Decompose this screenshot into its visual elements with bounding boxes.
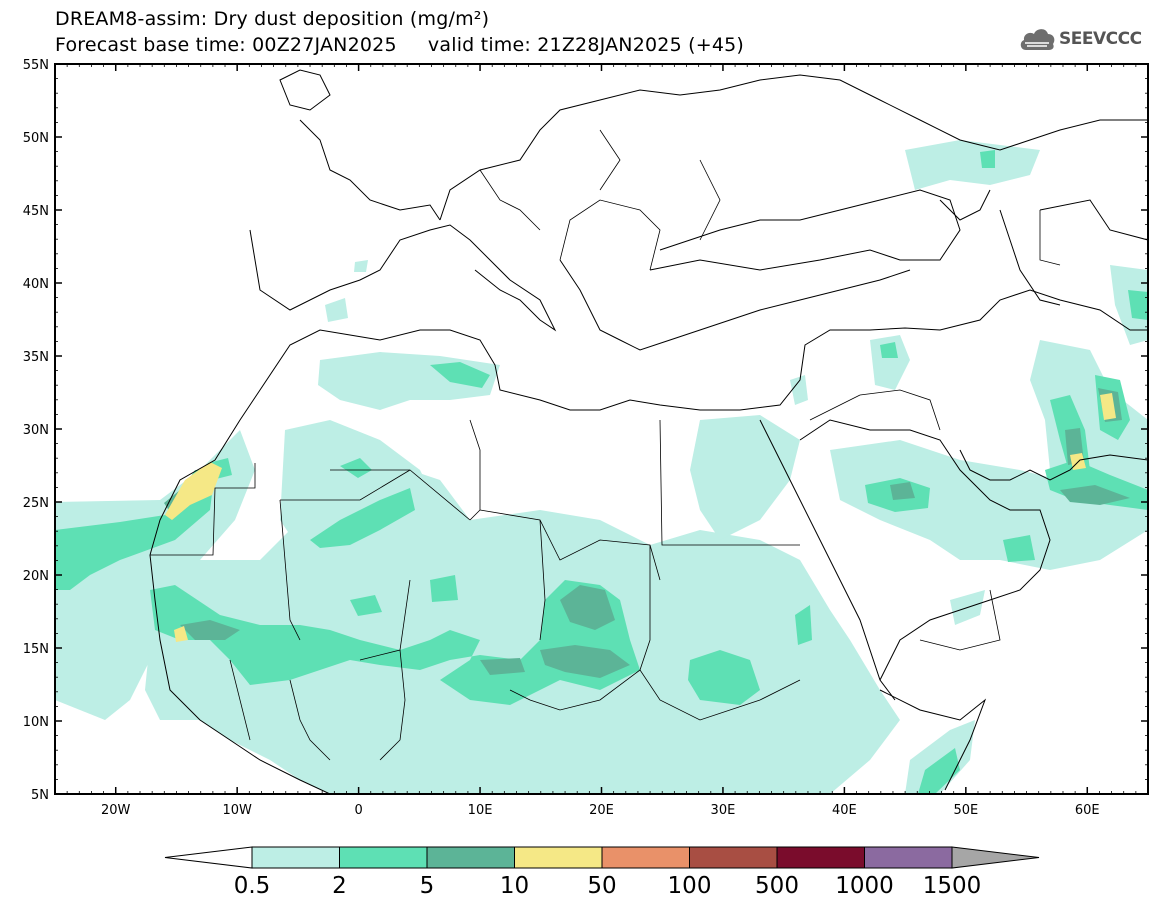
colorbar-swatch [514,846,603,869]
colorbar-swatch [339,846,428,869]
coastlines [149,69,1148,794]
lat-tick-label: 5N [31,788,49,803]
seevccc-logo: SEEVCCC [1018,26,1142,52]
lon-tick-label: 60E [1075,803,1100,818]
colorbar-label: 0.5 [234,873,271,899]
longitude-ticks: 20W 10W 0 10E 20E 30E 40E 50E 60E [54,64,1149,818]
lat-tick-label: 20N [23,569,49,584]
lat-tick-label: 30N [23,423,49,438]
lat-tick-label: 45N [23,204,49,219]
dust-level-0.5 [55,140,1148,794]
colorbar-label: 1500 [923,873,982,899]
colorbar-swatch [864,846,953,869]
lon-tick-label: 40E [832,803,857,818]
colorbar-label: 5 [420,873,435,899]
colorbar-label: 500 [755,873,799,899]
lat-tick-label: 25N [23,496,49,511]
colorbar-swatch [251,846,340,869]
colorbar-swatch [689,846,778,869]
lon-tick-label: 10E [468,803,493,818]
forecast-time-line: Forecast base time: 00Z27JAN2025 valid t… [55,34,745,56]
lat-tick-label: 50N [23,131,49,146]
lat-tick-label: 35N [23,350,49,365]
colorbar-label: 2 [332,873,347,899]
colorbar-label: 10 [500,873,529,899]
lat-tick-label: 40N [23,277,49,292]
dust-field [55,140,1148,794]
colorbar-under-triangle [164,846,253,869]
colorbar-over-triangle [951,846,1040,869]
country-borders [150,129,1061,761]
cloud-icon [1020,29,1055,50]
colorbar-swatch [601,846,690,869]
lon-tick-label: 10W [222,803,252,818]
colorbar-label: 100 [668,873,712,899]
logo-text: SEEVCCC [1059,29,1142,49]
colorbar-label: 50 [587,873,616,899]
lon-tick-label: 20E [589,803,614,818]
lon-tick-label: 20W [101,803,131,818]
colorbar-swatch [426,846,515,869]
lon-tick-label: 0 [354,803,362,818]
colorbar-label: 1000 [835,873,894,899]
colorbar-swatch [776,846,865,869]
lon-tick-label: 50E [953,803,978,818]
latitude-ticks: 55N 50N 45N 40N 35N 30N 25N 20N 15N 10N 5N [23,58,1148,803]
lat-tick-label: 15N [23,642,49,657]
lat-tick-label: 55N [23,58,49,73]
lon-tick-label: 30E [711,803,736,818]
map-title: DREAM8-assim: Dry dust deposition (mg/m²… [55,8,490,30]
lat-tick-label: 10N [23,715,49,730]
colorbar-legend: 0.5 2 5 10 50 100 500 1000 1500 [164,846,1040,899]
